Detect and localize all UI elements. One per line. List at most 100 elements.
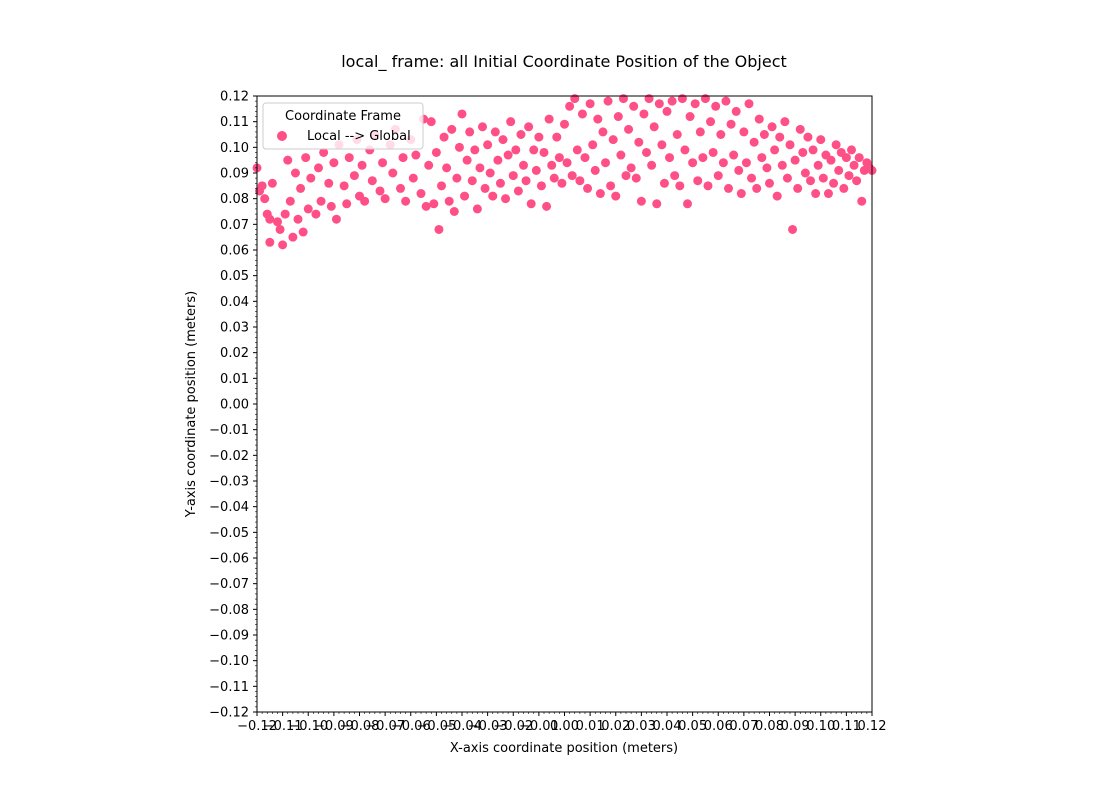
data-point bbox=[780, 117, 790, 127]
data-point bbox=[608, 135, 618, 145]
y-tick-label: 0.01 bbox=[220, 372, 249, 387]
data-point bbox=[278, 240, 288, 250]
y-tick-label: 0.04 bbox=[220, 295, 249, 310]
data-point bbox=[636, 196, 646, 206]
x-tick-label: 0.04 bbox=[653, 719, 682, 734]
data-point bbox=[813, 160, 823, 170]
data-point bbox=[649, 122, 659, 132]
data-point bbox=[513, 186, 523, 196]
data-point bbox=[449, 207, 459, 216]
data-point bbox=[611, 191, 621, 201]
data-point bbox=[411, 150, 421, 160]
data-point bbox=[631, 173, 641, 183]
data-point bbox=[849, 160, 859, 170]
y-tick-label: 0.09 bbox=[220, 167, 249, 182]
legend-title: Coordinate Frame bbox=[285, 109, 401, 124]
data-point bbox=[375, 186, 385, 196]
data-point bbox=[677, 94, 687, 104]
data-point bbox=[595, 189, 605, 199]
data-point bbox=[378, 158, 388, 168]
chart-title: local_ frame: all Initial Coordinate Pos… bbox=[341, 52, 787, 72]
data-point bbox=[788, 224, 798, 234]
data-point bbox=[588, 140, 598, 150]
y-tick-label: 0.08 bbox=[220, 192, 249, 207]
data-point bbox=[675, 181, 685, 191]
data-point bbox=[508, 171, 518, 181]
data-point bbox=[329, 158, 339, 168]
x-tick-label: −0.05 bbox=[416, 719, 456, 734]
y-tick-label: 0.02 bbox=[220, 346, 249, 361]
data-point bbox=[467, 176, 477, 186]
data-point bbox=[470, 145, 480, 155]
x-tick-label: −0.07 bbox=[365, 719, 405, 734]
data-point bbox=[734, 165, 744, 175]
data-point bbox=[526, 199, 536, 209]
y-axis-label: Y-axis coordinate position (meters) bbox=[184, 291, 199, 518]
data-point bbox=[598, 127, 608, 137]
data-point bbox=[296, 183, 306, 193]
data-point bbox=[834, 165, 844, 175]
data-point bbox=[488, 191, 498, 201]
data-point bbox=[816, 135, 826, 145]
data-point bbox=[606, 181, 616, 191]
data-point bbox=[811, 189, 821, 199]
data-point bbox=[831, 140, 841, 150]
data-point bbox=[490, 127, 500, 137]
data-point bbox=[823, 189, 833, 199]
y-tick-label: 0.00 bbox=[220, 398, 249, 413]
data-point bbox=[290, 168, 300, 178]
data-point bbox=[519, 160, 528, 170]
data-point bbox=[465, 127, 475, 137]
data-point bbox=[503, 150, 513, 160]
data-point bbox=[665, 153, 675, 163]
data-point bbox=[570, 94, 580, 104]
data-point bbox=[741, 158, 751, 168]
data-point bbox=[844, 171, 854, 181]
data-point bbox=[380, 194, 390, 204]
data-point bbox=[721, 96, 731, 106]
data-point bbox=[752, 183, 762, 193]
data-point bbox=[690, 99, 700, 109]
data-point bbox=[695, 127, 705, 137]
data-point bbox=[657, 140, 667, 150]
data-point bbox=[708, 147, 718, 157]
data-point bbox=[265, 237, 275, 247]
x-axis-label: X-axis coordinate position (meters) bbox=[450, 741, 678, 756]
data-point bbox=[639, 109, 649, 119]
y-axis-ticks: 0.12 0.11 0.10 0.09 0.08 0.07 0.06 0.05 0.04 0.03… bbox=[209, 90, 257, 721]
data-point bbox=[629, 101, 639, 111]
data-point bbox=[534, 132, 544, 142]
data-point bbox=[498, 135, 508, 145]
data-point bbox=[700, 94, 710, 104]
data-point bbox=[542, 201, 552, 211]
y-tick-label: −0.01 bbox=[209, 423, 249, 438]
data-point bbox=[342, 199, 352, 209]
data-point bbox=[826, 155, 836, 165]
data-point bbox=[583, 183, 593, 193]
axes-frame bbox=[256, 95, 873, 713]
y-tick-label: −0.09 bbox=[209, 629, 249, 644]
data-point bbox=[772, 191, 782, 201]
x-tick-label: 0.09 bbox=[781, 719, 810, 734]
data-point bbox=[462, 155, 472, 165]
data-point bbox=[444, 196, 454, 206]
data-point bbox=[388, 168, 398, 178]
data-point bbox=[460, 191, 470, 201]
data-point bbox=[762, 163, 772, 173]
y-tick-label: −0.04 bbox=[209, 500, 249, 515]
x-tick-label: −0.10 bbox=[288, 719, 328, 734]
data-point bbox=[267, 178, 277, 188]
data-point bbox=[416, 189, 426, 199]
data-point bbox=[367, 176, 377, 186]
data-point bbox=[685, 112, 695, 122]
y-tick-label: 0.10 bbox=[220, 141, 249, 156]
data-point bbox=[560, 119, 569, 129]
data-point bbox=[265, 214, 275, 224]
x-tick-label: −0.04 bbox=[442, 719, 482, 734]
data-point bbox=[626, 163, 636, 173]
data-point bbox=[706, 117, 716, 127]
x-tick-label: −0.06 bbox=[391, 719, 431, 734]
data-point bbox=[457, 109, 467, 119]
